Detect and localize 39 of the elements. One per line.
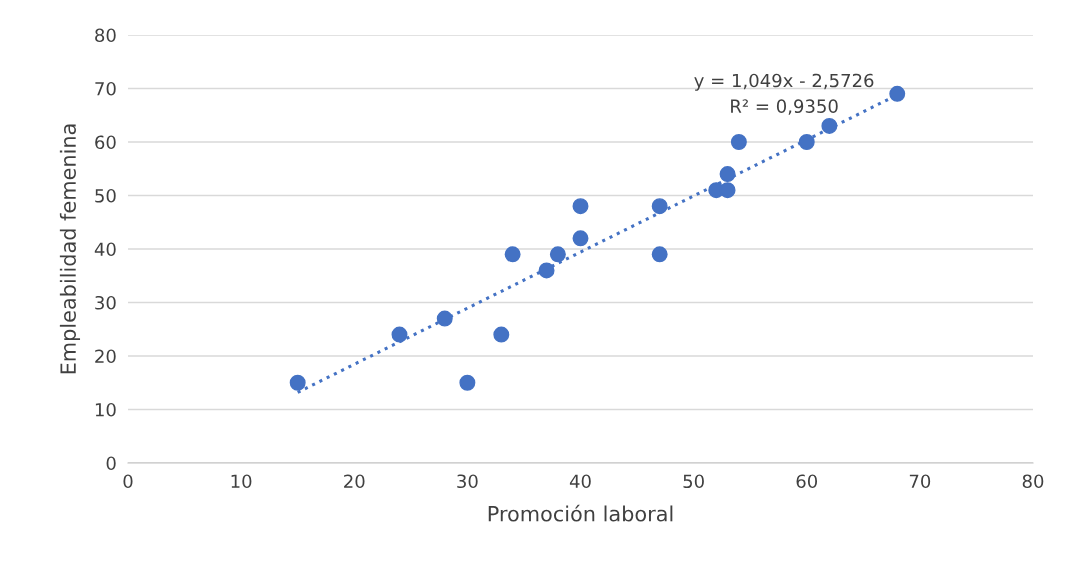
x-tick-label: 10 — [231, 474, 252, 489]
point — [459, 374, 476, 391]
x-axis-title: Promoción laboral — [488, 504, 673, 522]
point — [719, 182, 736, 199]
y-tick-label: 30 — [95, 295, 116, 310]
x-tick-label: 60 — [796, 474, 818, 489]
point — [391, 326, 408, 343]
point — [572, 230, 589, 247]
y-tick-label: 60 — [95, 135, 116, 150]
y-tick-label: 40 — [94, 242, 116, 257]
point — [538, 262, 555, 279]
x-tick-label: 0 — [123, 474, 133, 489]
point — [651, 198, 668, 215]
point — [504, 246, 521, 263]
x-tick-label: 30 — [457, 474, 478, 489]
annotation: y = 1,049x - 2,5726 R² = 0,9350 — [694, 73, 874, 115]
point — [549, 246, 566, 263]
point — [821, 117, 838, 134]
point — [572, 198, 589, 215]
x-tick-label: 70 — [909, 474, 931, 489]
y-tick-label: 70 — [95, 81, 116, 96]
x-tick-label: 50 — [683, 474, 704, 489]
y-tick-label: 10 — [95, 402, 116, 417]
point — [798, 134, 815, 150]
point — [719, 166, 736, 183]
y-tick-label: 50 — [95, 188, 116, 203]
point — [889, 85, 906, 102]
y-axis-title: Empleabilidad femenina — [59, 124, 81, 374]
point — [651, 246, 668, 263]
point — [436, 310, 453, 327]
y-tick-label: 80 — [95, 28, 116, 43]
y-tick-label: 0 — [106, 456, 116, 471]
point — [730, 134, 747, 150]
y-tick-label: 20 — [95, 349, 116, 364]
point — [493, 326, 510, 343]
point — [289, 374, 306, 391]
x-tick-label: 80 — [1022, 474, 1044, 489]
x-tick-label: 20 — [344, 474, 365, 489]
x-tick-label: 40 — [569, 474, 591, 489]
